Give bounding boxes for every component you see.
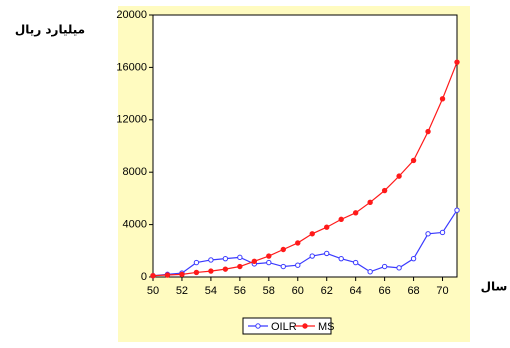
x-tick-label: 68 <box>407 285 419 297</box>
x-tick-label: 62 <box>321 285 333 297</box>
data-point <box>439 229 446 236</box>
data-point <box>338 255 344 262</box>
legend-label: MS <box>318 321 335 333</box>
data-point <box>324 250 330 257</box>
y-tick-label: 0 <box>141 271 147 283</box>
data-point <box>309 231 315 237</box>
data-point <box>193 269 200 276</box>
data-point <box>439 96 446 102</box>
data-point <box>251 258 258 264</box>
data-point <box>193 259 200 266</box>
data-point <box>164 272 171 278</box>
y-tick-label: 8000 <box>123 166 147 178</box>
x-axis-label: سال <box>481 280 508 294</box>
data-point <box>338 216 344 223</box>
data-point <box>381 263 388 270</box>
data-point <box>410 157 417 164</box>
data-point <box>237 254 243 261</box>
plot-area <box>152 14 458 278</box>
data-point <box>324 224 330 230</box>
x-tick-label: 60 <box>292 285 304 297</box>
data-point <box>367 199 373 206</box>
data-point <box>208 257 214 263</box>
x-tick-label: 56 <box>234 285 246 297</box>
series-line <box>152 61 458 277</box>
data-point <box>150 272 156 279</box>
data-point <box>309 253 315 259</box>
legend-marker <box>302 323 308 329</box>
series-line <box>152 209 458 277</box>
data-point <box>381 187 388 194</box>
data-point <box>454 207 460 213</box>
y-tick-label: 4000 <box>123 219 147 231</box>
data-point <box>237 263 243 270</box>
x-tick-label: 66 <box>378 285 390 297</box>
data-point <box>367 269 373 275</box>
x-tick-label: 50 <box>147 285 159 297</box>
x-tick-label: 52 <box>176 285 188 297</box>
y-tick-label: 20000 <box>116 9 147 21</box>
data-point <box>280 246 286 253</box>
y-tick-label: 12000 <box>116 114 147 126</box>
legend-box <box>242 317 332 335</box>
x-tick-label: 58 <box>263 285 275 297</box>
data-point <box>352 210 359 216</box>
data-point <box>266 253 272 259</box>
data-point <box>410 255 417 262</box>
x-tick-label: 64 <box>350 285 362 297</box>
data-point <box>179 271 185 278</box>
data-point <box>222 266 229 272</box>
data-point <box>266 259 272 266</box>
data-point <box>280 263 286 270</box>
data-point <box>454 59 460 65</box>
x-tick-label: 70 <box>436 285 448 297</box>
data-point <box>295 262 301 268</box>
data-point <box>352 259 359 266</box>
data-point <box>396 265 402 271</box>
data-point <box>222 255 229 262</box>
data-point <box>208 268 214 274</box>
y-axis-label: میلیارد ریال <box>15 23 85 37</box>
x-tick-label: 54 <box>205 285 217 297</box>
y-tick-label: 16000 <box>116 61 147 73</box>
legend-marker <box>255 323 261 329</box>
legend-label: OILR <box>271 321 297 333</box>
data-point <box>425 128 431 135</box>
data-point <box>396 173 402 179</box>
data-point <box>425 231 431 237</box>
data-point <box>295 240 301 246</box>
